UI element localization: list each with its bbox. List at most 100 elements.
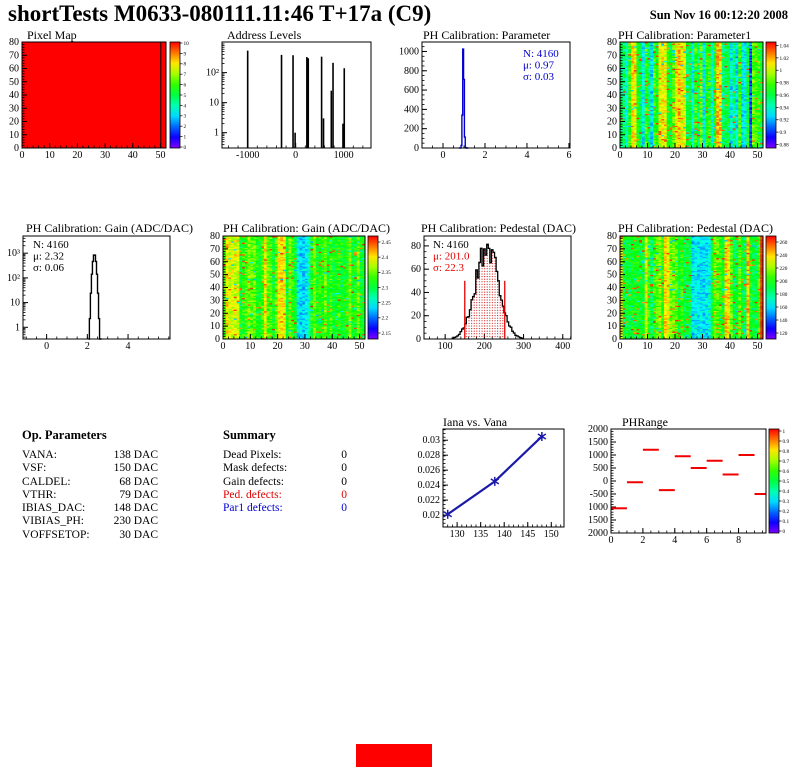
summary-row: Dead Pixels: 0 [223,449,347,462]
svg-text:10: 10 [245,341,255,352]
svg-text:N: 4160: N: 4160 [523,48,559,60]
summary-row-label: Dead Pixels: [223,449,282,461]
svg-text:50: 50 [753,150,763,161]
svg-text:1000: 1000 [399,46,419,57]
svg-text:0.8: 0.8 [783,449,790,455]
svg-text:3: 3 [184,114,187,120]
svg-text:N: 4160: N: 4160 [433,239,469,251]
svg-text:20: 20 [72,150,82,161]
svg-text:180: 180 [780,292,788,298]
svg-text:μ: 2.32: μ: 2.32 [33,251,64,263]
svg-text:50: 50 [355,341,365,352]
svg-text:40: 40 [128,150,138,161]
parameter-row-label: VSF: [22,462,47,475]
summary-heading: Summary [223,428,276,442]
svg-text:0.9: 0.9 [783,439,790,445]
parameter-row-label: VTHR: [22,488,57,501]
svg-text:20: 20 [210,308,220,319]
svg-text:0.03: 0.03 [423,435,441,446]
svg-text:2.35: 2.35 [382,270,392,276]
svg-text:200: 200 [404,124,419,135]
svg-text:σ: 0.06: σ: 0.06 [33,262,64,274]
svg-text:50: 50 [9,77,19,88]
svg-text:400: 400 [555,341,570,352]
svg-text:0: 0 [609,535,614,546]
svg-text:0.96: 0.96 [780,93,790,99]
svg-text:400: 400 [404,104,419,115]
svg-text:20: 20 [607,308,617,319]
svg-text:80: 80 [607,231,617,242]
chart-iana_vs_vana: Iana vs. Vana 130 135 140 145 150 0.02 0.022 0.0… [418,415,565,540]
svg-text:10: 10 [184,41,190,47]
svg-text:20: 20 [411,311,421,322]
parameter-row: VTHR: 79 DAC [22,489,158,502]
svg-text:40: 40 [411,287,421,298]
svg-text:40: 40 [607,90,617,101]
svg-text:10: 10 [643,150,653,161]
svg-text:0: 0 [20,150,25,161]
svg-text:80: 80 [607,37,617,48]
svg-text:1500: 1500 [588,515,608,526]
svg-text:PHRange: PHRange [622,415,668,429]
svg-text:0.028: 0.028 [418,450,441,461]
parameter-row-value: 30 DAC [119,528,158,541]
svg-text:40: 40 [725,341,735,352]
pedestal-heatmap [620,236,763,339]
parameter-row-label: IBIAS_DAC: [22,502,86,515]
svg-text:0: 0 [184,145,187,151]
svg-text:10: 10 [9,130,19,141]
svg-text:0: 0 [14,143,19,154]
summary-row-label: Gain defects: [223,475,284,488]
svg-text:0: 0 [618,341,623,352]
svg-text:1.04: 1.04 [780,43,790,49]
svg-text:0.024: 0.024 [418,480,441,491]
svg-text:100: 100 [438,341,453,352]
svg-text:20: 20 [607,117,617,128]
grade-indicator [356,744,432,767]
svg-text:μ: 201.0: μ: 201.0 [433,251,470,263]
svg-text:220: 220 [780,266,788,272]
svg-text:PH Calibration: Pedestal (DAC): PH Calibration: Pedestal (DAC) [421,221,576,235]
svg-text:30: 30 [9,103,19,114]
timestamp: Sun Nov 16 00:12:20 2008 [649,8,788,22]
svg-text:10: 10 [209,98,219,109]
svg-text:0.2: 0.2 [783,509,790,515]
svg-text:200: 200 [780,279,788,285]
svg-text:135: 135 [473,529,488,540]
svg-text:10: 10 [210,321,220,332]
svg-text:150: 150 [544,529,559,540]
svg-text:9: 9 [184,51,187,57]
parameter-row-label: VOFFSETOP: [22,528,90,541]
svg-text:60: 60 [607,257,617,268]
svg-text:30: 30 [607,295,617,306]
pixel-map-heatmap [22,42,166,148]
parameter-row-value: 79 DAC [119,488,158,501]
svg-text:0: 0 [618,150,623,161]
svg-text:300: 300 [516,341,531,352]
svg-text:0.92: 0.92 [780,118,790,124]
svg-text:Iana vs. Vana: Iana vs. Vana [443,415,508,429]
parameter-row-label: CALDEL: [22,475,71,488]
parameter-row: CALDEL: 68 DAC [22,476,158,489]
chart-address_levels: Address Levels -1000 0 1000 10² 10 1 [206,28,372,161]
svg-text:60: 60 [607,64,617,75]
svg-text:10: 10 [45,150,55,161]
svg-text:50: 50 [155,150,165,161]
svg-text:0: 0 [414,143,419,154]
svg-text:0.94: 0.94 [780,105,790,111]
svg-text:20: 20 [273,341,283,352]
svg-text:PH Calibration: Parameter1: PH Calibration: Parameter1 [618,28,751,42]
svg-text:30: 30 [210,295,220,306]
svg-text:70: 70 [9,50,19,61]
svg-text:4: 4 [672,535,677,546]
parameter-row-value: 230 DAC [113,515,158,528]
summary-block: Summary Dead Pixels: 0 Mask defects: 0 Gain … [223,428,347,515]
svg-text:6: 6 [566,150,571,161]
svg-text:0.1: 0.1 [783,519,790,525]
svg-text:1500: 1500 [588,437,608,448]
op-parameters-block: Op. Parameters VANA: 138 DAC VSF: 150 DAC CA… [22,428,158,542]
